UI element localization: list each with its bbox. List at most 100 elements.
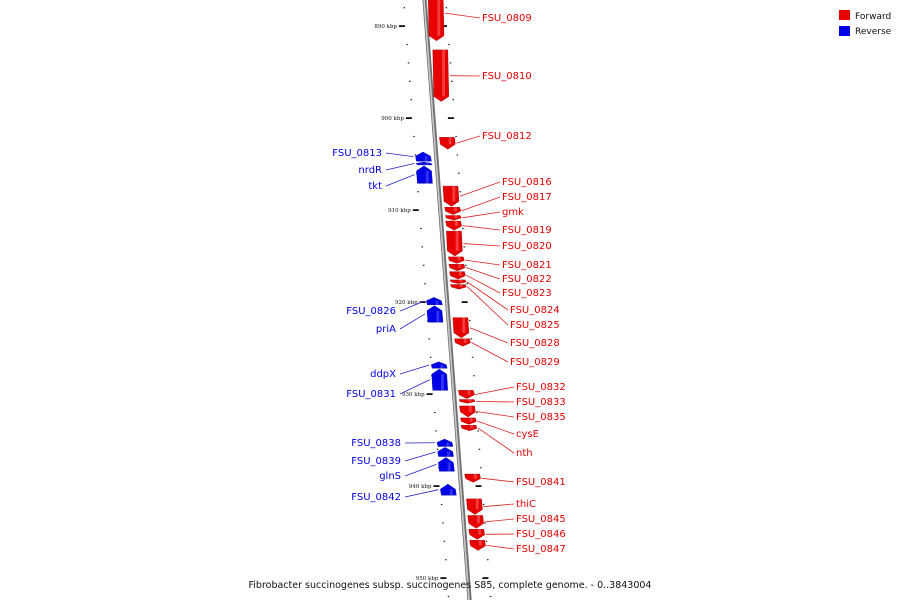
minor-tick-right — [464, 264, 467, 266]
gene-arrow-highlight — [454, 215, 458, 219]
gene-leader-line — [463, 243, 501, 247]
gene-arrow-highlight — [449, 489, 453, 496]
gene-arrow — [448, 256, 465, 264]
gene-label: ddpX — [370, 369, 396, 380]
gene-arrow — [460, 425, 478, 432]
gene-arrow — [449, 271, 466, 280]
gene-label: FSU_0842 — [351, 492, 401, 503]
gene-arrow-highlight — [468, 405, 472, 413]
gene-leader-line — [475, 386, 515, 395]
major-tick-left — [426, 393, 433, 395]
gene-leader-line — [404, 451, 436, 462]
minor-tick-right — [452, 99, 455, 101]
gene-arrow-highlight — [457, 256, 461, 261]
gene-leader-line — [466, 281, 509, 311]
minor-tick-left — [442, 522, 444, 524]
gene-arrow — [416, 165, 433, 184]
minor-tick-left — [433, 411, 436, 414]
minor-tick-right — [451, 80, 453, 82]
gene-label: FSU_0816 — [502, 177, 552, 188]
gene-label: priA — [376, 324, 396, 335]
tick-label: 910 kbp — [388, 208, 411, 214]
minor-tick-left — [435, 430, 437, 432]
minor-tick-right — [475, 411, 478, 414]
tick-label: 890 kbp — [374, 24, 397, 30]
gene-label: FSU_0824 — [510, 305, 560, 316]
minor-tick-right — [489, 595, 492, 598]
gene-label: glnS — [379, 471, 401, 482]
minor-tick-right — [471, 356, 474, 358]
gene-arrow-highlight — [475, 498, 479, 510]
gene-leader-line — [399, 364, 430, 375]
gene-label: FSU_0821 — [502, 260, 552, 271]
gene-label: FSU_0813 — [332, 148, 382, 159]
gene-leader-line — [481, 477, 515, 483]
gene-arrow-highlight — [447, 462, 451, 472]
gene-arrow-highlight — [446, 442, 450, 447]
genome-axis — [422, 0, 472, 600]
gene-arrow-highlight — [478, 540, 482, 546]
gene-arrow — [464, 473, 481, 483]
gene-arrow-highlight — [467, 390, 471, 395]
gene-features: FSU_0809 FSU_0810 FSU_0812 FSU_0813 nrdR tkt F… — [332, 0, 566, 555]
minor-tick-right — [487, 559, 489, 561]
gene-arrow-highlight — [453, 207, 457, 212]
legend-swatch-reverse — [839, 26, 850, 36]
gene-arrow-highlight — [425, 163, 429, 165]
minor-tick-left — [410, 99, 413, 101]
gene-leader-line — [399, 300, 425, 312]
gene-arrow-highlight — [442, 49, 446, 97]
gene-arrow-highlight — [458, 264, 462, 268]
minor-tick-right — [449, 62, 452, 64]
minor-tick-right — [478, 448, 481, 450]
gene-label: FSU_0831 — [346, 389, 396, 400]
gene-label: thiC — [516, 499, 536, 510]
gene-leader-line — [385, 152, 414, 158]
gene-arrow — [415, 151, 432, 162]
gene-label: FSU_0846 — [516, 529, 566, 540]
gene-arrow-highlight — [448, 137, 452, 145]
gene-label: FSU_0810 — [482, 71, 532, 82]
legend-label-reverse: Reverse — [855, 27, 892, 37]
tick-label: 950 kbp — [416, 576, 439, 582]
gene-leader-line — [462, 225, 501, 231]
gene-arrow-highlight — [468, 399, 472, 402]
tick-label: 900 kbp — [381, 116, 404, 122]
minor-tick-left — [424, 283, 426, 285]
gene-leader-line — [477, 427, 515, 454]
gene-arrow — [458, 390, 475, 399]
minor-tick-left — [403, 7, 406, 9]
gene-arrow-highlight — [469, 417, 473, 422]
minor-tick-right — [466, 283, 468, 285]
minor-tick-right — [462, 227, 464, 230]
gene-arrow-highlight — [458, 271, 462, 276]
gene-label: FSU_0809 — [482, 13, 532, 24]
gene-label: FSU_0820 — [502, 241, 552, 252]
gene-arrow — [428, 0, 445, 41]
gene-leader-line — [465, 259, 501, 266]
minor-tick-left — [428, 338, 430, 340]
gene-arrow-highlight — [459, 279, 463, 282]
gene-label: FSU_0829 — [510, 357, 560, 368]
gene-arrow-highlight — [473, 474, 477, 479]
minor-tick-right — [448, 43, 450, 46]
tick-label: 920 kbp — [395, 300, 418, 306]
gene-leader-line — [465, 267, 501, 280]
minor-tick-left — [443, 540, 446, 542]
gene-label: FSU_0817 — [502, 192, 552, 203]
gene-arrow-highlight — [452, 186, 456, 202]
minor-tick-right — [480, 467, 482, 469]
minor-tick-left — [417, 191, 419, 193]
gene-leader-line — [404, 464, 437, 477]
gene-arrow — [468, 529, 485, 540]
gene-label: FSU_0835 — [516, 412, 566, 423]
minor-tick-right — [445, 7, 448, 9]
gene-arrow — [438, 457, 455, 472]
major-tick-right — [475, 485, 482, 487]
gene-label: nrdR — [358, 165, 382, 176]
minor-tick-right — [469, 319, 471, 322]
gene-arrow — [454, 338, 471, 347]
gene-leader-line — [461, 196, 501, 212]
gene-label: FSU_0825 — [510, 320, 560, 331]
